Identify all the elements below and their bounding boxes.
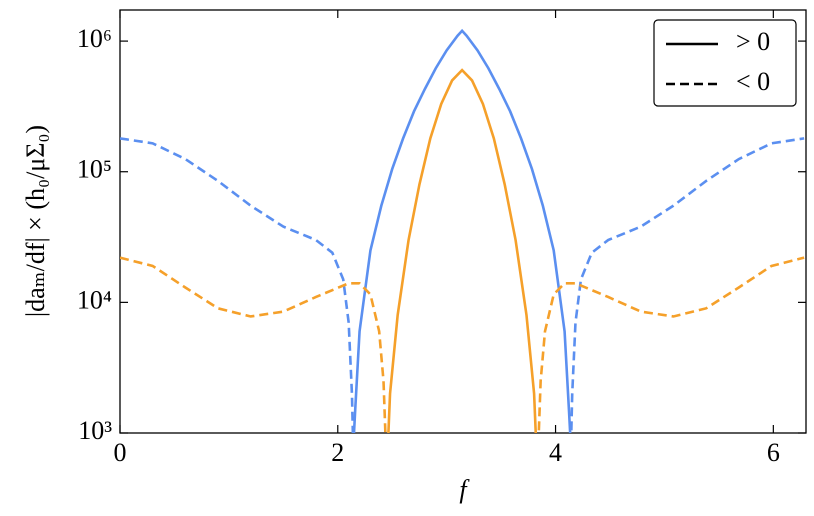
y-tick-label: 10⁴ [77,285,112,314]
x-axis-label: f [459,475,470,504]
series-line [120,137,805,433]
series-line [352,28,572,433]
legend-box [653,19,797,107]
x-tick-label: 2 [331,438,344,467]
y-axis-label: |daₘ/df| × (h₀/μΣ₀) [21,125,50,317]
series-line [387,68,538,433]
x-tick-label: 4 [549,438,562,467]
lines [120,28,805,433]
plot-frame [119,9,807,434]
series-line [120,256,805,433]
y-tick-label: 10³ [78,416,112,445]
legend-label: > 0 [736,27,770,56]
x-tick-label: 6 [767,438,780,467]
legend-label: < 0 [736,67,770,96]
y-tick-label: 10⁵ [77,155,112,184]
x-tick-label: 0 [114,438,127,467]
y-tick-label: 10⁶ [77,24,112,53]
